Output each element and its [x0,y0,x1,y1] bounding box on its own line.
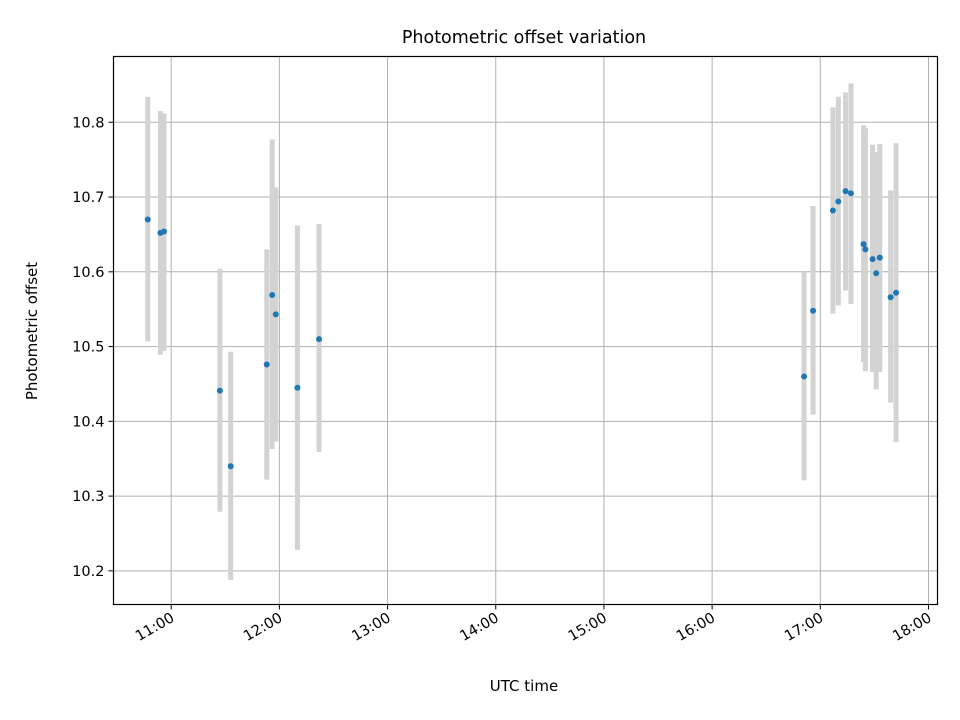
data-point [801,373,808,380]
y-tick-label: 10.7 [72,190,104,206]
y-tick-label: 10.3 [72,489,104,505]
data-point [893,289,900,296]
x-tick-label: 12:00 [241,610,285,645]
data-point [160,228,167,235]
data-point [873,270,880,277]
y-tick-label: 10.5 [72,340,104,356]
x-axis-ticks: 11:00 12:00 13:00 14:00 15:00 16:00 17:00 18:00 [133,604,934,645]
x-tick-label: 16:00 [674,610,718,645]
data-point [862,246,869,253]
error-bars [145,83,899,580]
x-tick-label: 11:00 [133,610,177,645]
data-point [294,384,301,391]
y-axis-ticks: 10.2 10.3 10.4 10.5 10.6 10.7 10.8 [72,115,114,580]
x-tick-label: 13:00 [349,610,393,645]
data-point [887,294,894,301]
x-tick-label: 15:00 [566,610,610,645]
data-point [835,198,842,205]
data-point [869,256,876,263]
x-tick-label: 17:00 [782,610,826,645]
data-point [144,216,151,223]
data-point [263,361,270,368]
data-point [316,336,323,343]
data-point [847,190,854,197]
x-axis-label: UTC time [490,677,558,695]
data-point [829,207,836,214]
y-tick-label: 10.6 [72,265,104,281]
data-point [272,311,279,318]
y-axis-label: Photometric offset [23,262,41,400]
data-point [810,307,817,314]
data-point [842,188,849,195]
data-point [227,463,234,470]
data-point [860,241,867,248]
y-tick-label: 10.8 [72,115,104,131]
data-points [144,188,900,470]
data-point [216,387,223,394]
data-point [269,291,276,298]
y-tick-label: 10.4 [72,414,104,430]
x-tick-label: 18:00 [890,610,934,645]
data-point [876,254,883,261]
plot-frame [112,55,939,606]
y-tick-label: 10.2 [72,564,104,580]
x-tick-label: 14:00 [458,610,502,645]
chart-title: Photometric offset variation [402,28,646,48]
grid-lines [113,56,938,605]
